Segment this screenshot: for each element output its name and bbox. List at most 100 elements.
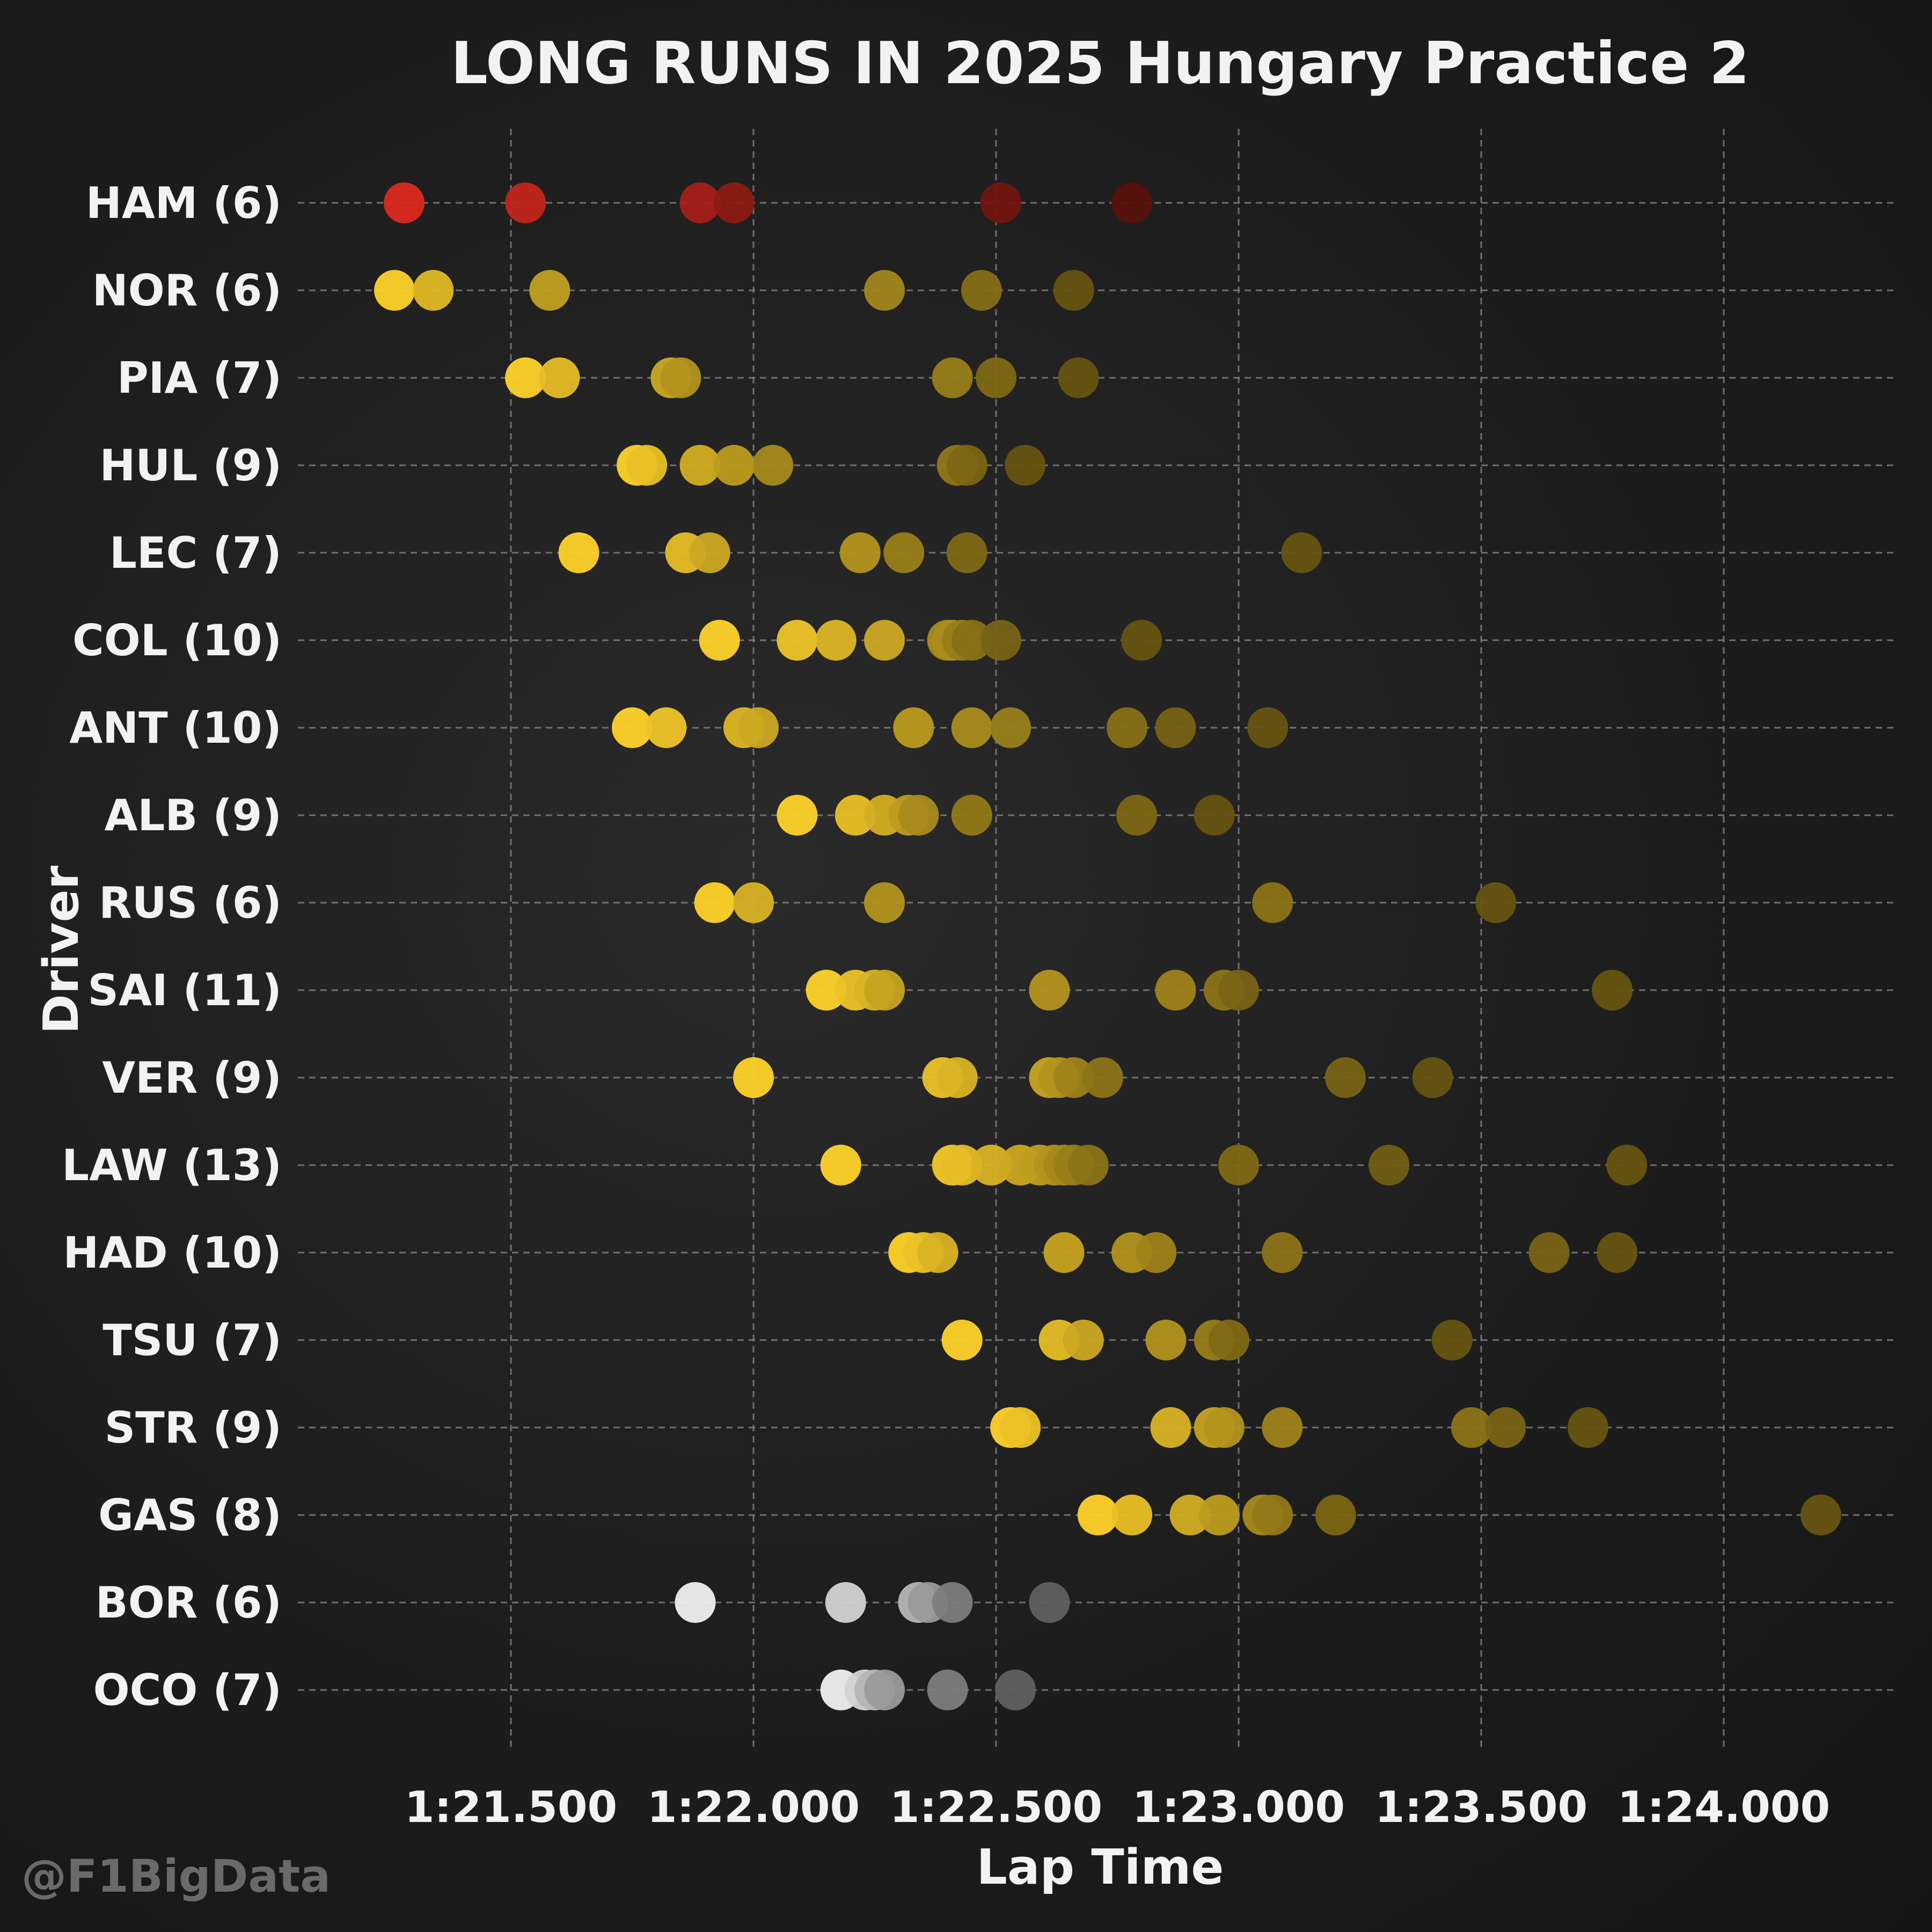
lap-dot bbox=[1592, 970, 1633, 1011]
lap-dot bbox=[413, 270, 454, 311]
lap-dot bbox=[1116, 795, 1158, 836]
lap-dot bbox=[961, 270, 1002, 311]
lap-dot bbox=[505, 357, 546, 398]
lap-dot bbox=[1067, 1145, 1109, 1185]
lap-dot bbox=[1053, 1057, 1094, 1098]
y-tick-label: BOR (6) bbox=[96, 1578, 282, 1628]
lap-dot bbox=[932, 1582, 973, 1623]
lap-dot bbox=[1485, 1407, 1526, 1448]
lap-dot bbox=[864, 970, 905, 1011]
lap-dot bbox=[1145, 1320, 1187, 1360]
lap-dot bbox=[738, 707, 779, 748]
lap-dot bbox=[820, 1145, 861, 1185]
y-tick-label: COL (10) bbox=[72, 616, 282, 665]
lap-dot bbox=[1058, 357, 1099, 398]
lap-dot bbox=[1136, 1232, 1177, 1273]
lap-dot bbox=[1005, 445, 1046, 486]
lap-dot bbox=[713, 445, 755, 486]
lap-dot bbox=[752, 445, 794, 486]
lap-dot bbox=[1247, 707, 1289, 748]
lap-dot bbox=[626, 445, 668, 486]
lap-dot bbox=[995, 1670, 1036, 1710]
y-tick-label: GAS (8) bbox=[98, 1490, 282, 1540]
lap-dot bbox=[529, 270, 570, 311]
lap-dot bbox=[980, 182, 1022, 223]
lap-dot bbox=[1262, 1232, 1303, 1273]
lap-dot bbox=[825, 1582, 866, 1623]
lap-dot bbox=[777, 620, 818, 661]
lap-dot bbox=[1218, 1145, 1259, 1185]
y-tick-label: STR (9) bbox=[105, 1403, 282, 1453]
lap-dot bbox=[1606, 1145, 1648, 1185]
lap-dot bbox=[946, 445, 987, 486]
y-tick-label: LEC (7) bbox=[109, 528, 282, 578]
lap-dot bbox=[539, 357, 580, 398]
lap-dot bbox=[733, 1057, 774, 1098]
lap-dot bbox=[1111, 182, 1153, 223]
y-axis-label: Driver bbox=[33, 865, 90, 1034]
lap-dot bbox=[1412, 1057, 1453, 1098]
y-tick-label: ALB (9) bbox=[104, 791, 282, 840]
y-tick-label: SAI (11) bbox=[87, 965, 282, 1015]
y-tick-label: TSU (7) bbox=[103, 1315, 282, 1365]
lap-dot bbox=[1281, 532, 1322, 573]
lap-dot bbox=[864, 620, 905, 661]
lap-dot bbox=[1475, 882, 1517, 923]
lap-dot bbox=[1252, 882, 1293, 923]
x-tick-label: 1:24.000 bbox=[1618, 1782, 1830, 1832]
lap-dot bbox=[898, 795, 939, 836]
lap-dot bbox=[864, 882, 905, 923]
lap-dot bbox=[675, 1582, 716, 1623]
lap-dot bbox=[1063, 1320, 1104, 1360]
lap-dot bbox=[951, 620, 992, 661]
lap-dot bbox=[835, 795, 876, 836]
watermark: @F1BigData bbox=[21, 1850, 331, 1902]
lap-dot bbox=[1324, 1057, 1366, 1098]
lap-dot bbox=[689, 532, 730, 573]
lap-dot bbox=[1368, 1145, 1410, 1185]
y-tick-label: LAW (13) bbox=[62, 1140, 282, 1190]
y-tick-label: RUS (6) bbox=[99, 878, 282, 928]
lap-dot bbox=[699, 620, 740, 661]
lap-dot bbox=[646, 707, 687, 748]
lap-dot bbox=[927, 1670, 968, 1710]
lap-dot bbox=[777, 795, 818, 836]
lap-dot bbox=[1169, 1495, 1211, 1535]
lap-dot bbox=[1800, 1495, 1841, 1535]
lap-dot bbox=[1194, 795, 1235, 836]
y-tick-label: HUL (9) bbox=[99, 441, 282, 491]
lap-dot bbox=[1431, 1320, 1473, 1360]
lap-dot bbox=[936, 1057, 978, 1098]
lap-dot bbox=[612, 707, 653, 748]
lap-dot bbox=[1203, 1407, 1245, 1448]
lap-dot bbox=[733, 882, 774, 923]
lap-dot bbox=[558, 532, 599, 573]
y-tick-label: HAM (6) bbox=[86, 178, 282, 228]
lap-dot bbox=[806, 970, 847, 1011]
lap-dot bbox=[917, 1232, 958, 1273]
lap-dot bbox=[1155, 707, 1196, 748]
lap-dot bbox=[1315, 1495, 1356, 1535]
lap-dot bbox=[1567, 1407, 1608, 1448]
lap-dot bbox=[713, 182, 755, 223]
lap-dot bbox=[1121, 620, 1162, 661]
x-tick-label: 1:23.000 bbox=[1132, 1782, 1345, 1832]
x-tick-label: 1:22.500 bbox=[890, 1782, 1102, 1832]
lap-dot bbox=[1107, 707, 1148, 748]
y-tick-label: VER (9) bbox=[102, 1053, 282, 1103]
lap-dot bbox=[941, 1320, 983, 1360]
labels-layer: 1:21.500 1:22.000 1:22.500 1:23.000 1:23.500… bbox=[62, 178, 1830, 1832]
lap-dot bbox=[660, 357, 701, 398]
x-axis-label: Lap Time bbox=[977, 1839, 1224, 1896]
lap-dot bbox=[1252, 1495, 1293, 1535]
lap-dot bbox=[990, 707, 1031, 748]
dots-layer bbox=[374, 182, 1841, 1710]
lap-dot bbox=[1000, 1407, 1041, 1448]
x-tick-label: 1:22.000 bbox=[647, 1782, 860, 1832]
lap-dot bbox=[951, 795, 992, 836]
lap-dot bbox=[1597, 1232, 1638, 1273]
lap-dot bbox=[980, 620, 1022, 661]
lap-dot bbox=[694, 882, 735, 923]
